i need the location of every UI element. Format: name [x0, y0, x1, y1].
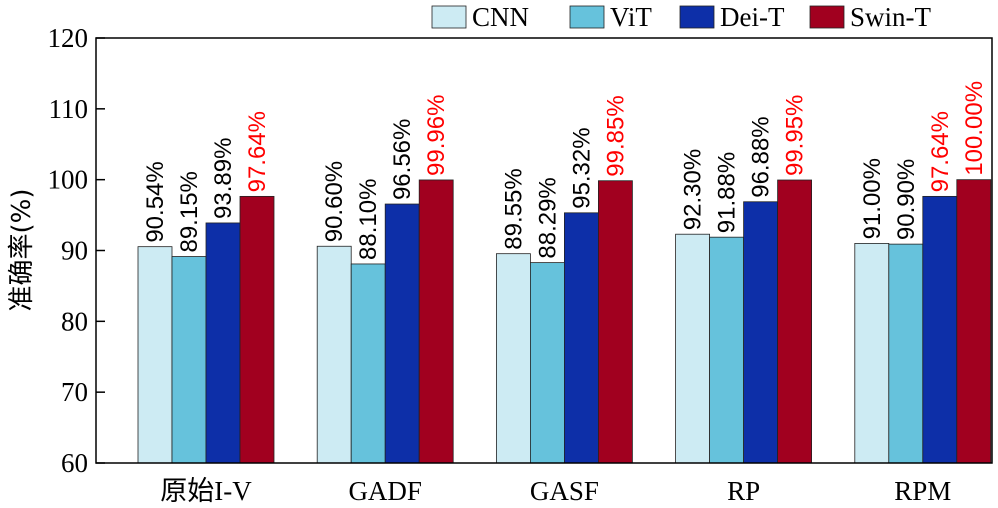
bar-vit-2	[530, 262, 565, 464]
bar-dei-t-3	[743, 201, 778, 464]
data-label: 88.10%	[355, 179, 382, 260]
bar-cnn-2	[495, 253, 531, 464]
legend-label: Swin-T	[850, 2, 932, 32]
y-tick-label: 120	[48, 23, 89, 53]
data-label: 95.32%	[568, 127, 595, 208]
data-label: 90.60%	[321, 161, 348, 242]
legend-swatch-dei-t	[679, 5, 715, 29]
bar-cnn-3	[675, 233, 710, 464]
y-tick-label: 80	[61, 306, 88, 336]
bar-swin-t-3	[777, 179, 812, 464]
x-tick-label: GADF	[348, 476, 422, 506]
plot-frame	[95, 37, 993, 464]
x-tick-label: 原始I-V	[160, 476, 252, 506]
bars	[137, 179, 992, 464]
legend-swatch-swin-t	[809, 5, 845, 29]
legend-label: CNN	[472, 2, 529, 32]
data-label: 99.85%	[602, 95, 629, 176]
bar-dei-t-0	[205, 222, 241, 464]
data-label: 99.96%	[423, 95, 450, 176]
data-label: 89.15%	[176, 171, 203, 252]
bar-vit-3	[709, 236, 744, 464]
legend: CNN ViT Dei-T Swin-T	[431, 2, 932, 32]
y-axis: 60 70 80 90 100 110 120	[48, 23, 105, 478]
bar-cnn-0	[137, 246, 173, 464]
data-label: 96.56%	[389, 119, 416, 200]
data-label: 96.88%	[748, 116, 775, 197]
legend-swatch-cnn	[431, 5, 467, 29]
x-axis: 原始I-V GADF GASF RP RPM	[160, 476, 951, 506]
bar-vit-0	[171, 256, 207, 464]
bar-swin-t-1	[418, 179, 454, 464]
y-tick-label: 100	[48, 165, 89, 195]
y-tick-label: 60	[61, 448, 88, 478]
bar-swin-t-0	[239, 195, 275, 464]
data-label: 99.95%	[782, 95, 809, 176]
data-label: 93.89%	[210, 138, 237, 219]
bar-dei-t-4	[922, 195, 958, 464]
bar-dei-t-2	[564, 212, 599, 464]
data-label: 97.64%	[927, 111, 954, 192]
data-label: 90.54%	[142, 161, 169, 242]
bar-vit-1	[350, 263, 386, 464]
bar-swin-t-4	[956, 179, 992, 464]
data-label: 91.00%	[859, 158, 886, 239]
y-tick-label: 90	[61, 236, 88, 266]
data-label: 91.88%	[714, 152, 741, 233]
bar-swin-t-2	[598, 180, 633, 464]
bar-cnn-1	[316, 245, 352, 464]
y-axis-label: 准确率(%)	[7, 189, 37, 312]
legend-label: Dei-T	[720, 2, 785, 32]
data-label: 89.55%	[500, 168, 527, 249]
bar-cnn-4	[854, 243, 890, 464]
x-tick-label: RPM	[894, 476, 951, 506]
y-tick-label: 70	[61, 377, 88, 407]
bar-dei-t-1	[384, 203, 420, 464]
x-tick-label: GASF	[530, 476, 599, 506]
data-label: 88.29%	[534, 177, 561, 258]
data-label: 92.30%	[680, 149, 707, 230]
legend-swatch-vit	[569, 5, 605, 29]
y-tick-label: 110	[49, 94, 89, 124]
data-label: 97.64%	[244, 111, 271, 192]
data-label: 100.00%	[961, 81, 988, 176]
data-label: 90.90%	[893, 159, 920, 240]
bar-vit-4	[888, 243, 924, 464]
data-labels: 90.54% 89.15% 93.89% 97.64% 90.60% 88.10% 96.5…	[142, 81, 988, 260]
x-tick-label: RP	[727, 476, 760, 506]
legend-label: ViT	[610, 2, 652, 32]
